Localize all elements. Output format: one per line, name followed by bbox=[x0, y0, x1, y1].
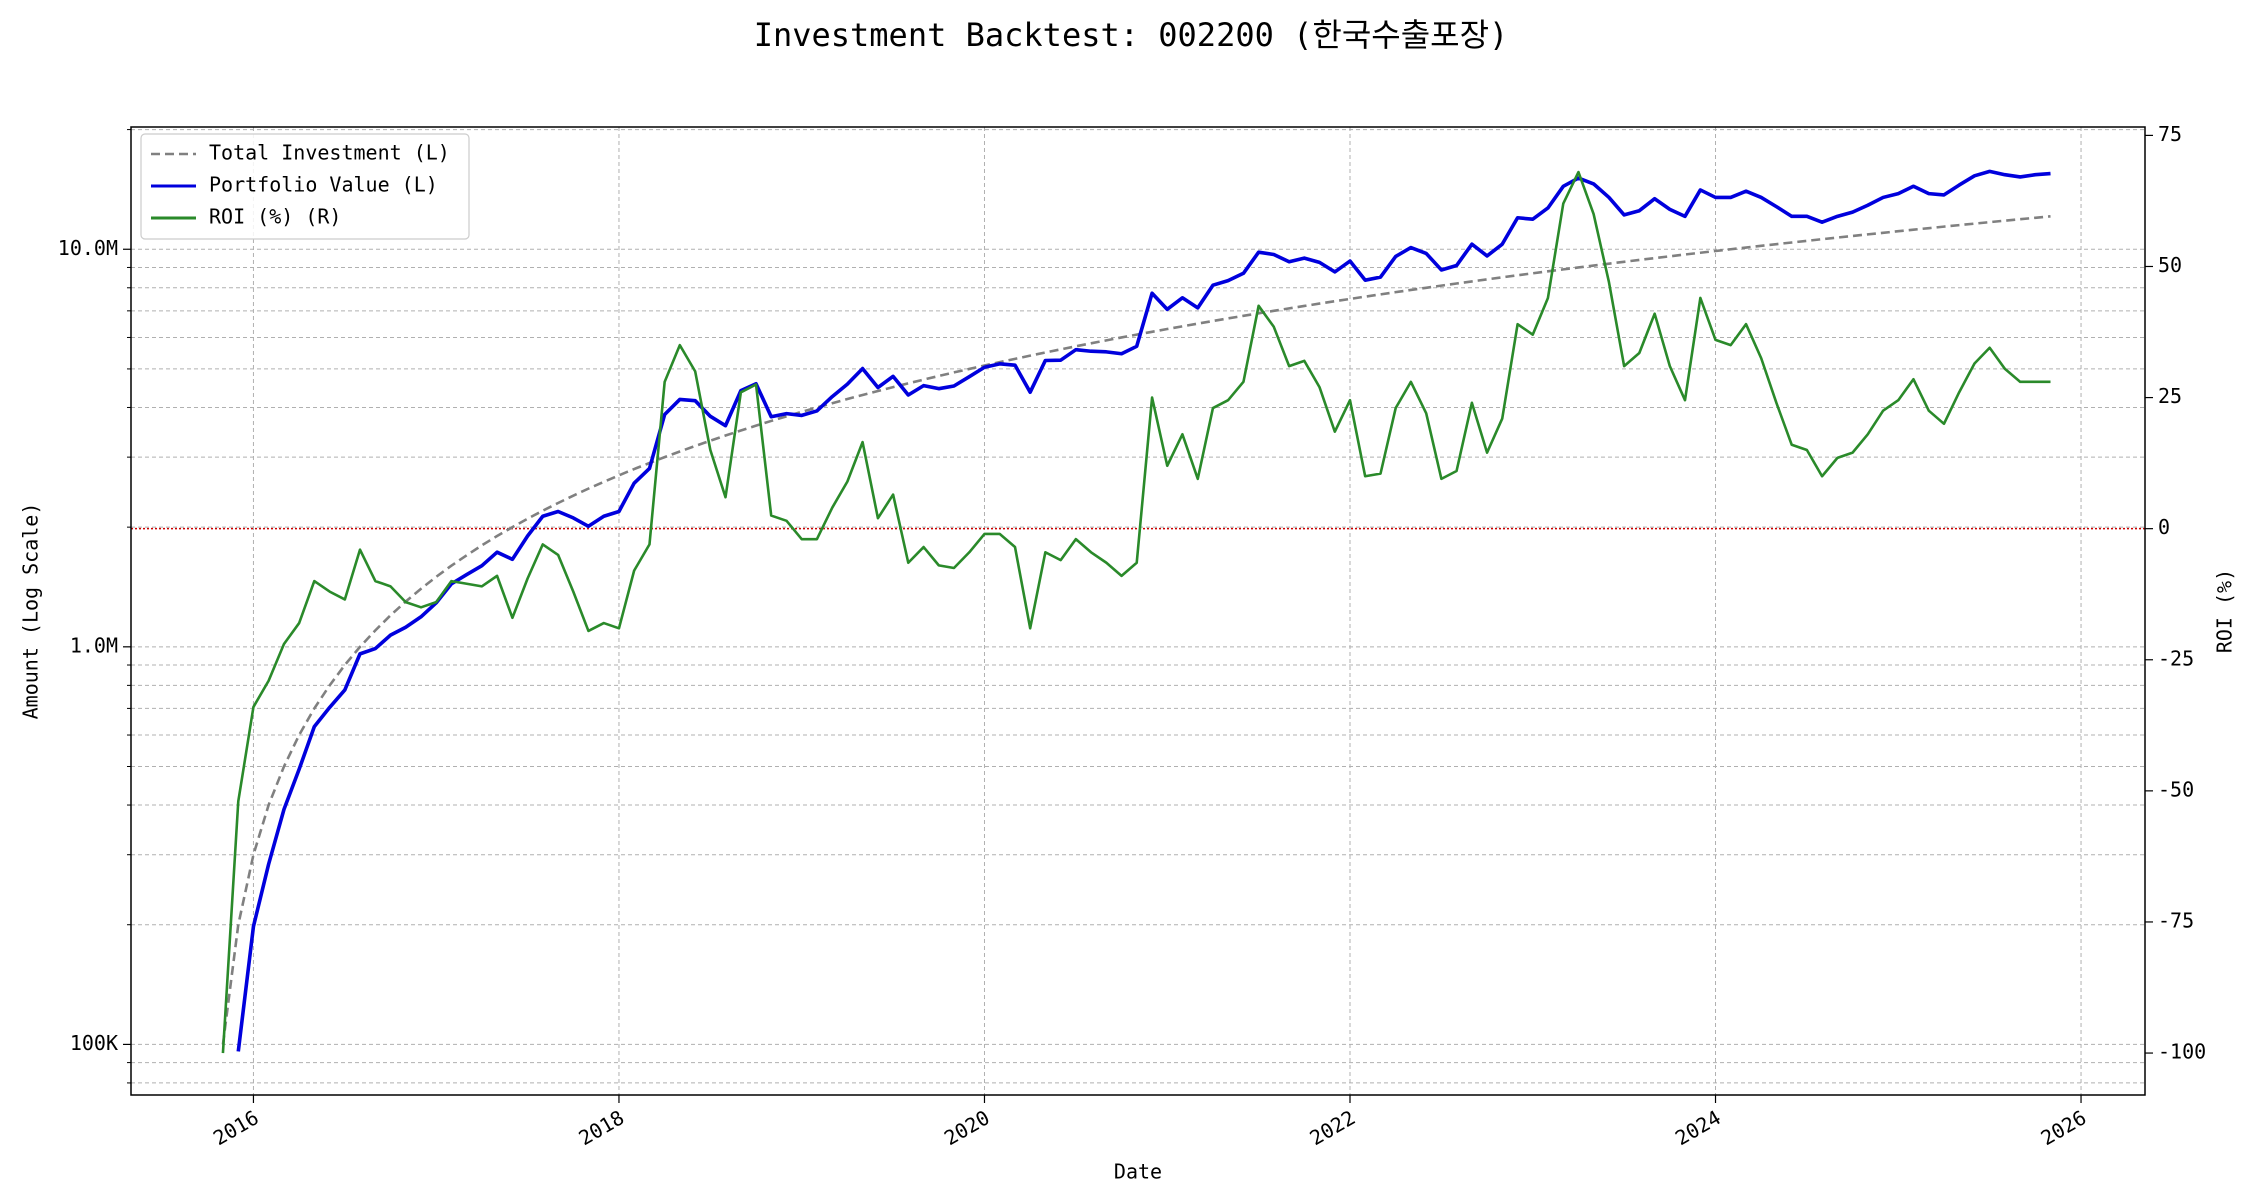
y-tick-label: 1.0M bbox=[70, 633, 118, 657]
series-line bbox=[221, 170, 2051, 1054]
x-tick-label: 2024 bbox=[1671, 1105, 1725, 1150]
plot-frame bbox=[130, 126, 2146, 1096]
y2-tick-label: -100 bbox=[2158, 1040, 2206, 1064]
y2-tick-label: 50 bbox=[2158, 253, 2182, 277]
legend-label: Portfolio Value (L) bbox=[209, 173, 438, 197]
y2-tick-label: -25 bbox=[2158, 646, 2194, 670]
legend-label: ROI (%) (R) bbox=[209, 205, 341, 229]
y2-tick-label: 0 bbox=[2158, 515, 2170, 539]
x-tick-label: 2018 bbox=[574, 1105, 628, 1150]
x-tick-label: 2016 bbox=[209, 1105, 263, 1150]
y2-tick-label: -75 bbox=[2158, 908, 2194, 932]
y-tick-label: 10.0M bbox=[58, 236, 118, 260]
legend-label: Total Investment (L) bbox=[209, 141, 450, 165]
y2-tick-label: 25 bbox=[2158, 384, 2182, 408]
legend-box bbox=[140, 133, 470, 240]
series-line bbox=[236, 169, 2051, 1052]
y2-tick-label: -50 bbox=[2158, 777, 2194, 801]
x-axis-title: Date bbox=[1114, 1160, 1162, 1184]
y-axis-title: Amount (Log Scale) bbox=[19, 503, 43, 720]
series-line bbox=[221, 215, 2051, 1045]
y2-axis-title: ROI (%) bbox=[2213, 569, 2237, 653]
x-tick-label: 2022 bbox=[1306, 1105, 1360, 1150]
x-tick-label: 2020 bbox=[940, 1105, 994, 1150]
chart-title: Investment Backtest: 002200 (한국수출포장) bbox=[754, 16, 1509, 54]
y2-tick-label: 75 bbox=[2158, 122, 2182, 146]
x-tick-label: 2026 bbox=[2037, 1105, 2091, 1150]
y-tick-label: 100K bbox=[70, 1031, 118, 1055]
